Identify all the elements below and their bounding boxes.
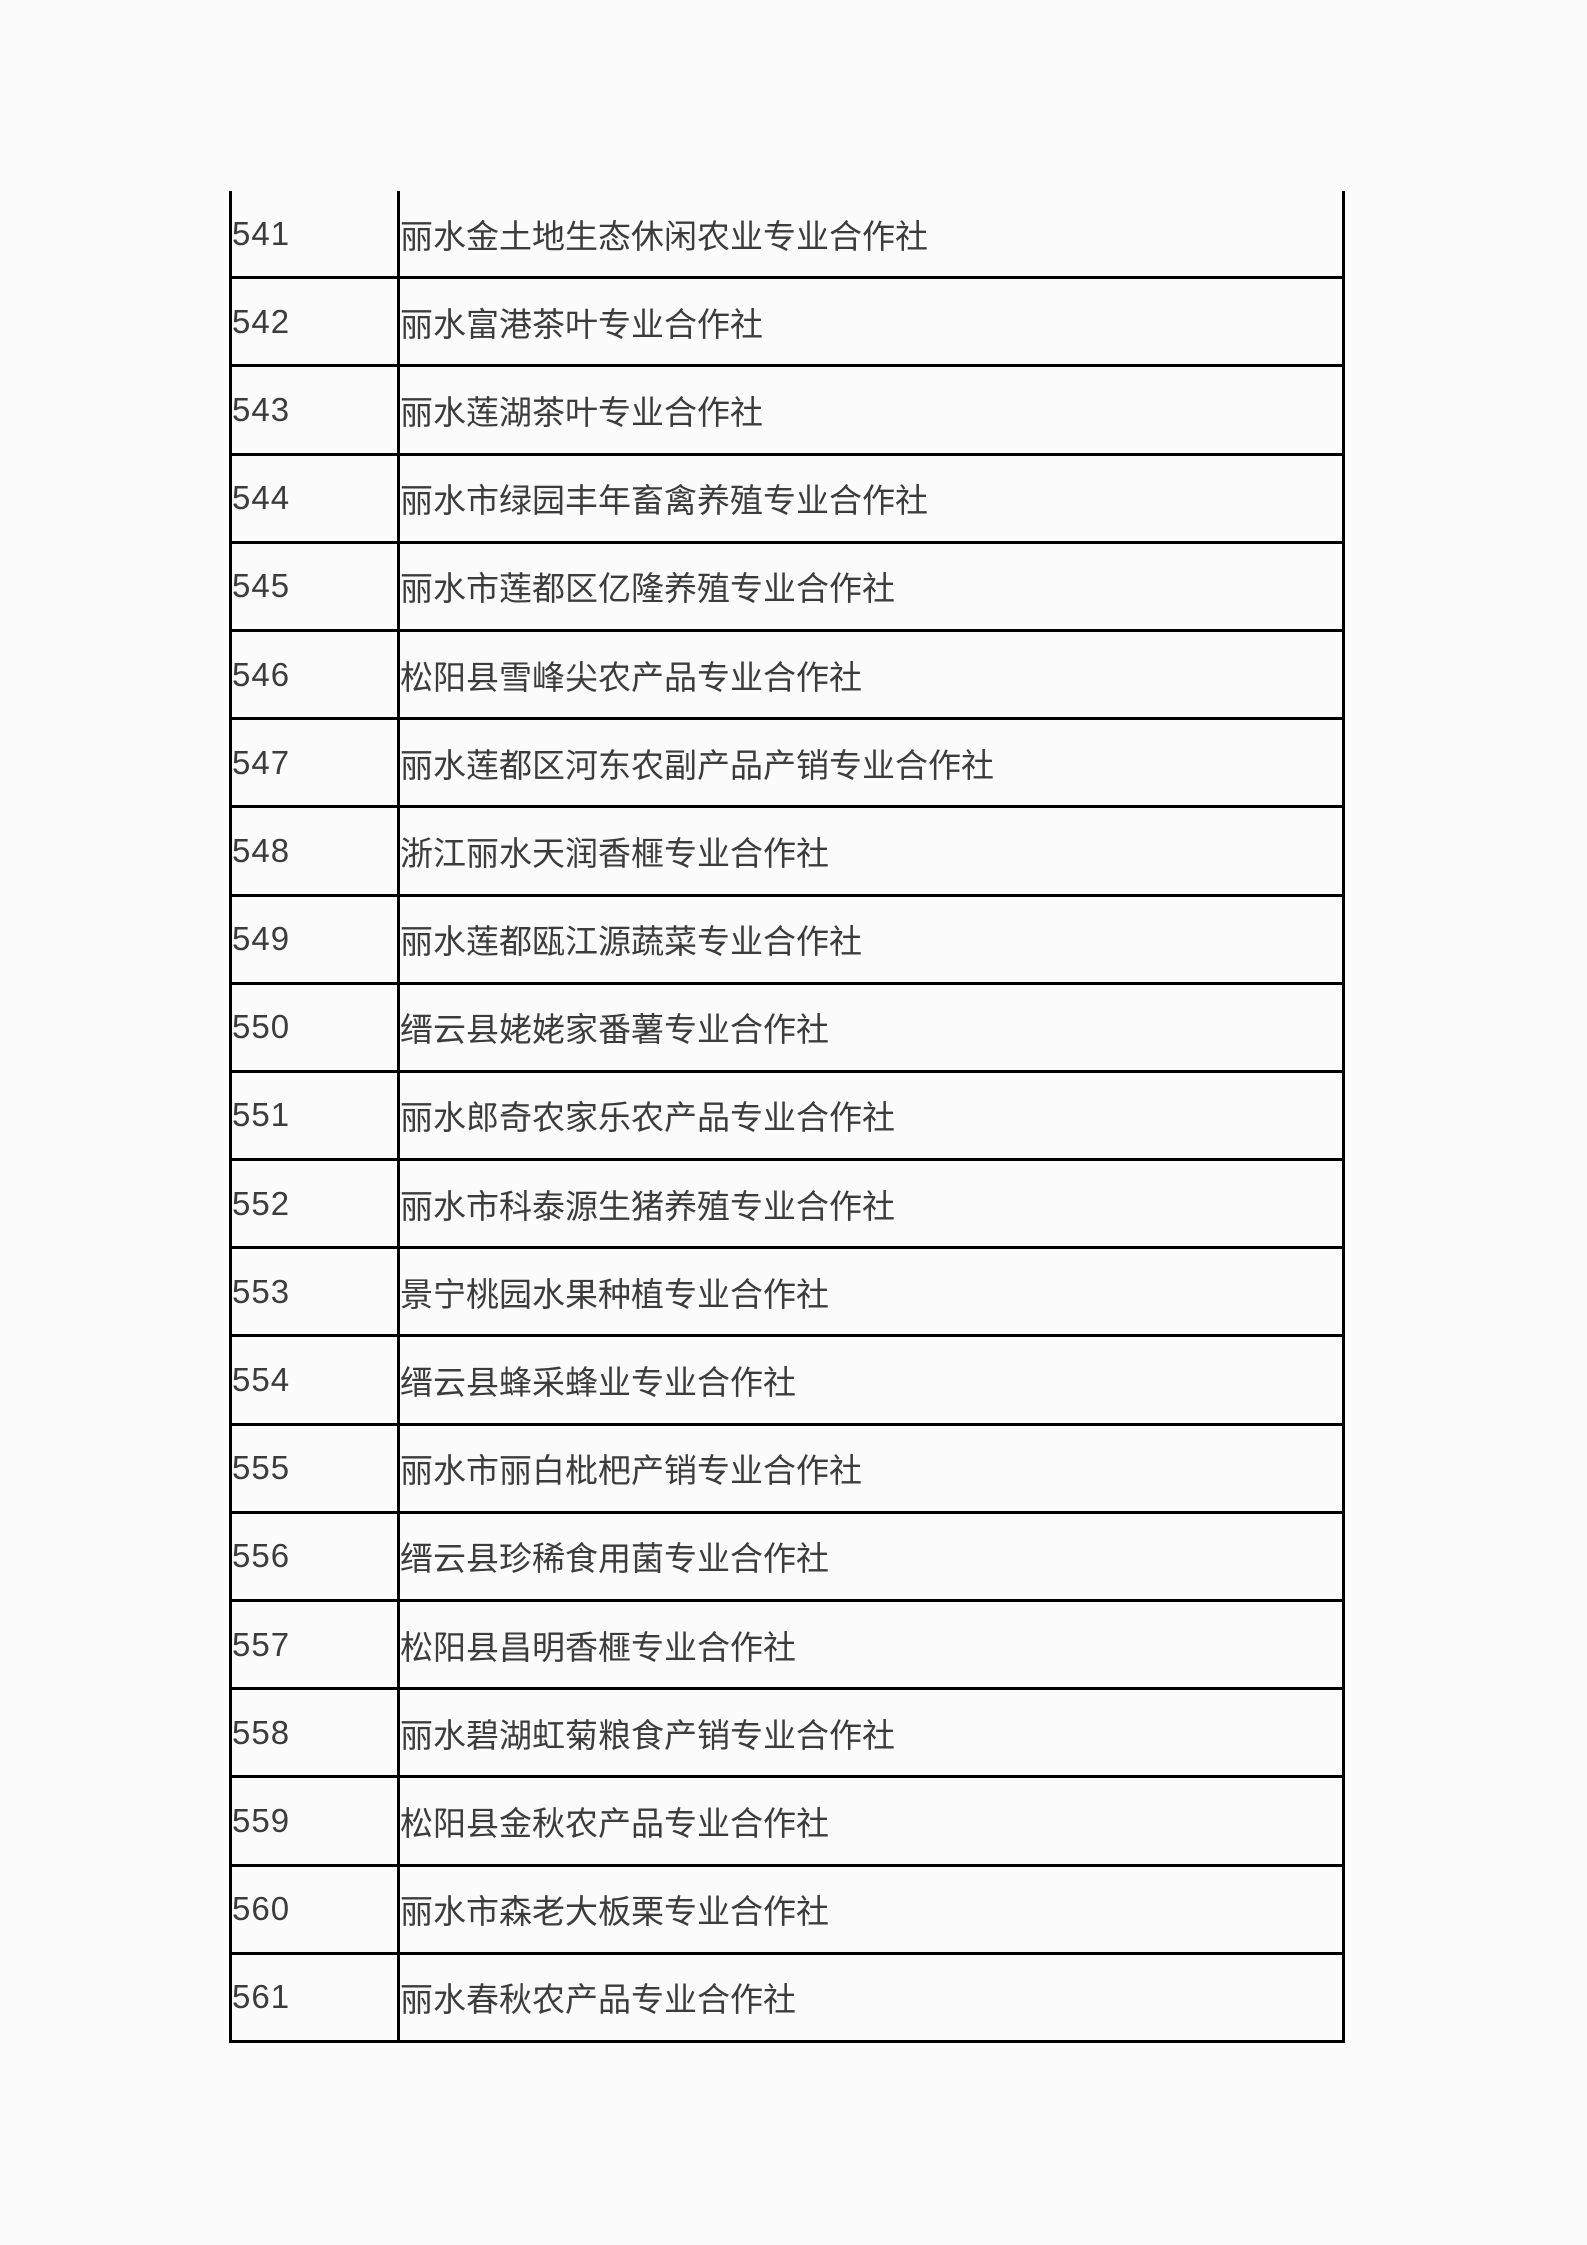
table-row: 544 丽水市绿园丰年畜禽养殖专业合作社 [229, 452, 1345, 544]
row-number-cell: 556 [229, 1510, 400, 1603]
cooperative-name-cell: 景宁桃园水果种植专业合作社 [397, 1246, 1345, 1338]
table-row: 547 丽水莲都区河东农副产品产销专业合作社 [229, 717, 1345, 809]
table-row: 543 丽水莲湖茶叶专业合作社 [229, 364, 1345, 456]
cooperative-table-body: 541 丽水金土地生态休闲农业专业合作社 542 丽水富港茶叶专业合作社 543… [229, 191, 1345, 2043]
row-number-cell: 560 [229, 1863, 400, 1955]
table-row: 545 丽水市莲都区亿隆养殖专业合作社 [229, 540, 1345, 632]
cooperative-name-cell: 丽水市森老大板栗专业合作社 [397, 1863, 1345, 1955]
table-row: 546 松阳县雪峰尖农产品专业合作社 [229, 628, 1345, 721]
cooperative-name-cell: 丽水市丽白枇杷产销专业合作社 [397, 1422, 1345, 1514]
row-number-cell: 549 [229, 893, 400, 985]
cooperative-name-cell: 浙江丽水天润香榧专业合作社 [397, 805, 1345, 897]
table-row: 559 松阳县金秋农产品专业合作社 [229, 1775, 1345, 1867]
row-number-cell: 551 [229, 1069, 400, 1162]
table-row: 549 丽水莲都瓯江源蔬菜专业合作社 [229, 893, 1345, 985]
cooperative-name-cell: 松阳县昌明香榧专业合作社 [397, 1598, 1345, 1691]
cooperative-name-cell: 丽水市绿园丰年畜禽养殖专业合作社 [397, 452, 1345, 544]
cooperative-name-cell: 丽水莲都瓯江源蔬菜专业合作社 [397, 893, 1345, 985]
table-row: 551 丽水郎奇农家乐农产品专业合作社 [229, 1069, 1345, 1162]
row-number-cell: 545 [229, 540, 400, 632]
cooperative-name-cell: 松阳县金秋农产品专业合作社 [397, 1775, 1345, 1867]
cooperative-name-cell: 丽水市莲都区亿隆养殖专业合作社 [397, 540, 1345, 632]
cooperative-name-cell: 丽水富港茶叶专业合作社 [397, 276, 1345, 368]
cooperative-name-cell: 缙云县姥姥家番薯专业合作社 [397, 981, 1345, 1073]
cooperative-name-cell: 丽水郎奇农家乐农产品专业合作社 [397, 1069, 1345, 1162]
cooperative-name-cell: 丽水市科泰源生猪养殖专业合作社 [397, 1158, 1345, 1250]
row-number-cell: 552 [229, 1158, 400, 1250]
table-row: 561 丽水春秋农产品专业合作社 [229, 1951, 1345, 2043]
table-row: 548 浙江丽水天润香榧专业合作社 [229, 805, 1345, 897]
row-number-cell: 553 [229, 1246, 400, 1338]
cooperative-name-cell: 丽水春秋农产品专业合作社 [397, 1951, 1345, 2043]
table-row: 541 丽水金土地生态休闲农业专业合作社 [229, 191, 1345, 280]
row-number-cell: 544 [229, 452, 400, 544]
row-number-cell: 541 [229, 191, 400, 280]
row-number-cell: 555 [229, 1422, 400, 1514]
cooperative-list-table: 541 丽水金土地生态休闲农业专业合作社 542 丽水富港茶叶专业合作社 543… [229, 191, 1345, 2043]
row-number-cell: 550 [229, 981, 400, 1073]
table-row: 542 丽水富港茶叶专业合作社 [229, 276, 1345, 368]
table-row: 556 缙云县珍稀食用菌专业合作社 [229, 1510, 1345, 1603]
table-row: 558 丽水碧湖虹菊粮食产销专业合作社 [229, 1687, 1345, 1779]
cooperative-name-cell: 丽水金土地生态休闲农业专业合作社 [397, 191, 1345, 280]
row-number-cell: 543 [229, 364, 400, 456]
row-number-cell: 547 [229, 717, 400, 809]
table-row: 557 松阳县昌明香榧专业合作社 [229, 1598, 1345, 1691]
row-number-cell: 546 [229, 628, 400, 721]
cooperative-name-cell: 松阳县雪峰尖农产品专业合作社 [397, 628, 1345, 721]
cooperative-name-cell: 丽水莲都区河东农副产品产销专业合作社 [397, 717, 1345, 809]
cooperative-name-cell: 丽水碧湖虹菊粮食产销专业合作社 [397, 1687, 1345, 1779]
row-number-cell: 557 [229, 1598, 400, 1691]
row-number-cell: 548 [229, 805, 400, 897]
cooperative-name-cell: 丽水莲湖茶叶专业合作社 [397, 364, 1345, 456]
table-row: 552 丽水市科泰源生猪养殖专业合作社 [229, 1158, 1345, 1250]
cooperative-name-cell: 缙云县珍稀食用菌专业合作社 [397, 1510, 1345, 1603]
row-number-cell: 559 [229, 1775, 400, 1867]
table-row: 560 丽水市森老大板栗专业合作社 [229, 1863, 1345, 1955]
table-row: 554 缙云县蜂采蜂业专业合作社 [229, 1334, 1345, 1426]
table-row: 550 缙云县姥姥家番薯专业合作社 [229, 981, 1345, 1073]
row-number-cell: 558 [229, 1687, 400, 1779]
table-row: 553 景宁桃园水果种植专业合作社 [229, 1246, 1345, 1338]
row-number-cell: 554 [229, 1334, 400, 1426]
row-number-cell: 542 [229, 276, 400, 368]
row-number-cell: 561 [229, 1951, 400, 2043]
table-row: 555 丽水市丽白枇杷产销专业合作社 [229, 1422, 1345, 1514]
cooperative-name-cell: 缙云县蜂采蜂业专业合作社 [397, 1334, 1345, 1426]
